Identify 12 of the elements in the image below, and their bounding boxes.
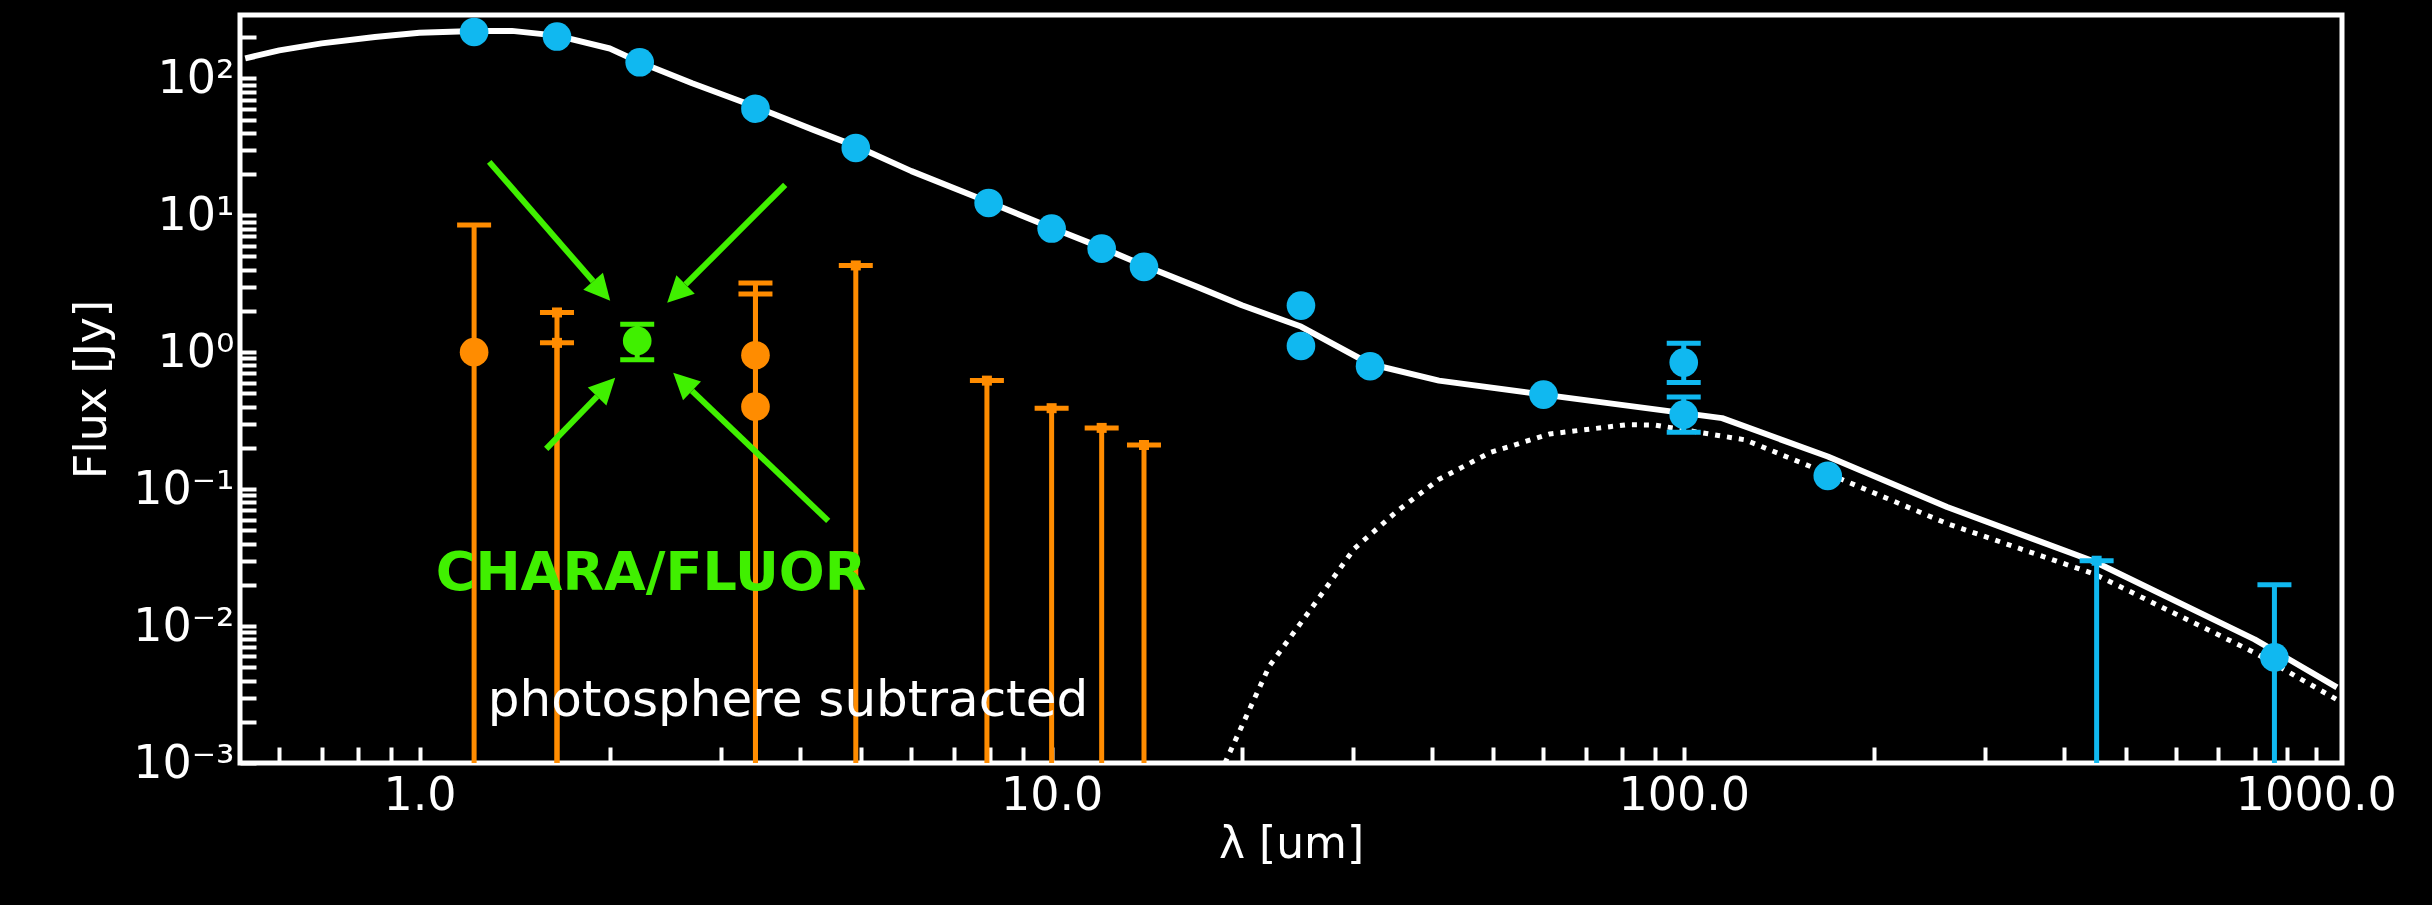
y-tick-label: 10¹ [157, 186, 235, 241]
x-tick-label: 1000.0 [2235, 766, 2397, 821]
y-tick-label: 10² [157, 49, 235, 104]
x-tick-label: 100.0 [1618, 766, 1751, 821]
y-tick-label: 10⁻² [133, 597, 235, 652]
x-tick-label: 1.0 [383, 766, 457, 821]
y-tick-label: 10⁻³ [133, 734, 235, 789]
y-tick-label: 10⁰ [157, 323, 235, 378]
y-axis-title: Flux [Jy] [65, 300, 117, 479]
y-tick-label: 10⁻¹ [133, 460, 235, 515]
x-tick-label: 10.0 [1000, 766, 1104, 821]
x-axis-title: λ [um] [1218, 816, 1365, 868]
